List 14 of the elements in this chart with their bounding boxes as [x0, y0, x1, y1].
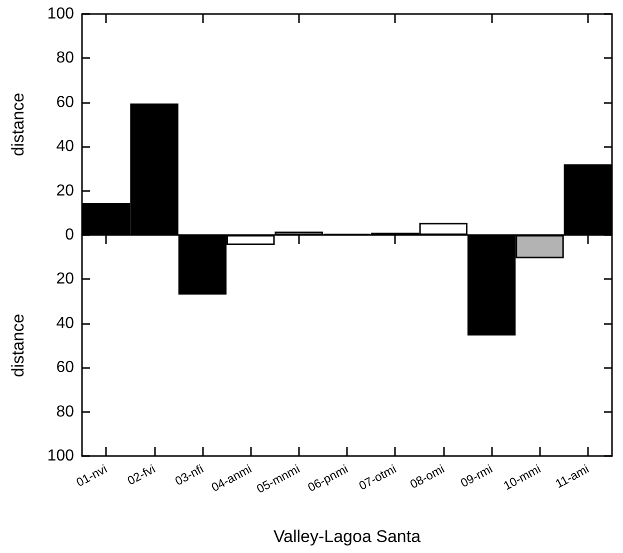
- y-tick-label: 80: [56, 50, 74, 67]
- y-tick-label: 100: [47, 6, 74, 22]
- x-axis-title: Valley-Lagoa Santa: [273, 527, 422, 546]
- text: distance: [8, 314, 28, 378]
- y-tick-label: 40: [56, 314, 74, 332]
- y-tick-label: 20: [56, 182, 74, 200]
- y-tick-label: 60: [56, 94, 74, 111]
- y-tick-label: 20: [56, 270, 74, 288]
- y-axis-title: distance: [8, 92, 28, 156]
- y-tick-label: 60: [56, 359, 74, 376]
- y-tick-label: 100: [47, 448, 74, 464]
- y-tick-label: 40: [56, 138, 74, 156]
- y-tick-label: 80: [56, 403, 74, 420]
- y-tick-label: 0: [65, 226, 74, 244]
